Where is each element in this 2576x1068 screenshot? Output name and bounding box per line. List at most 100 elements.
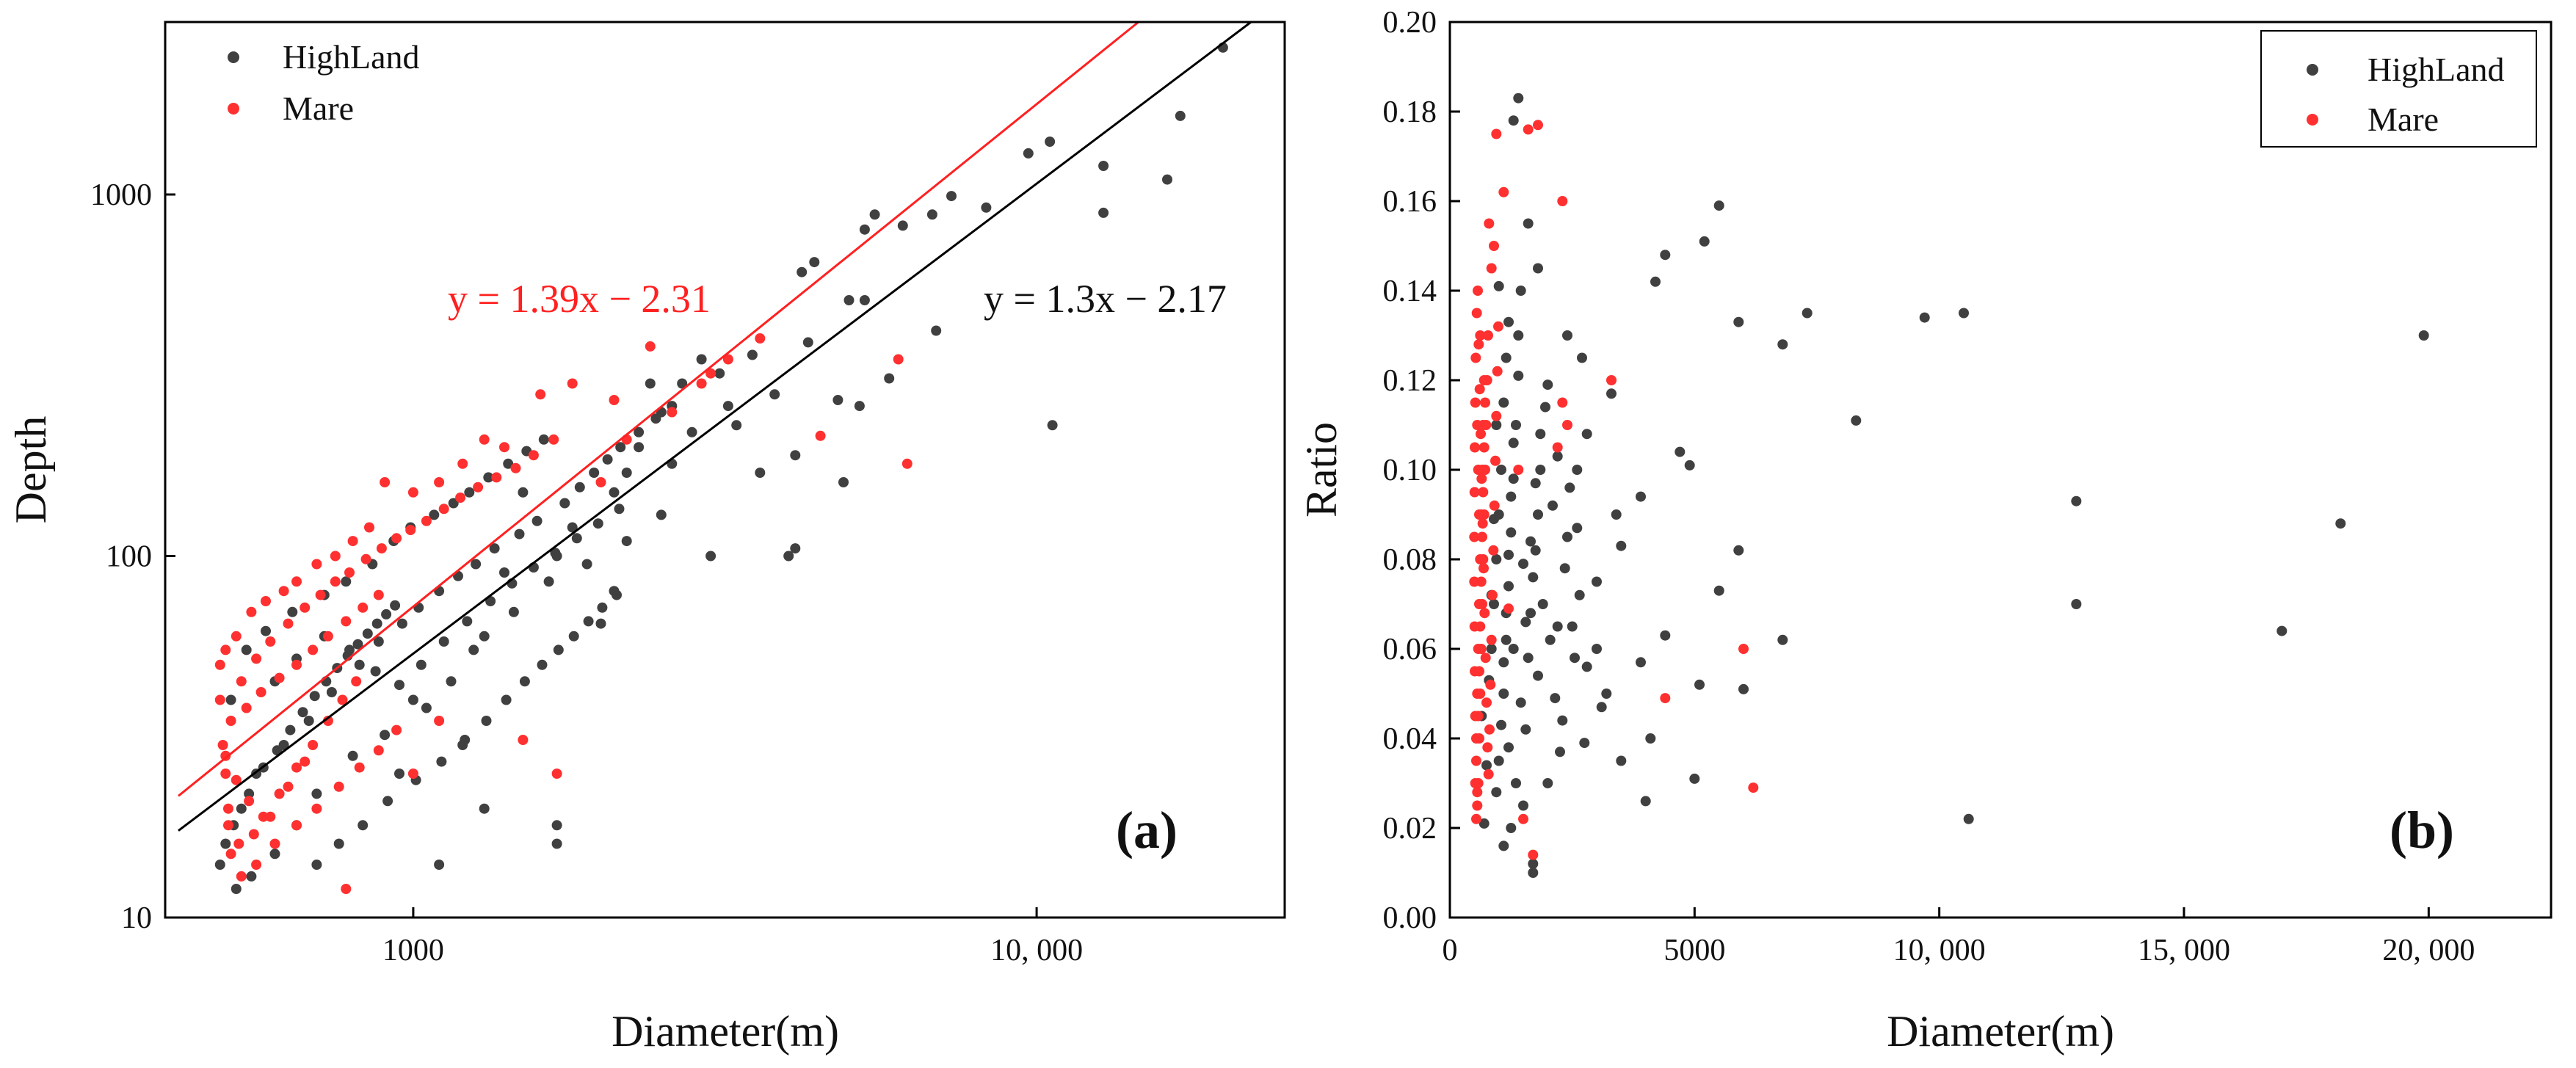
point-mare (491, 472, 502, 483)
y-tick-label: 0.02 (1383, 812, 1437, 846)
panel-b-legend-box (2260, 30, 2537, 148)
point-mare (1486, 263, 1497, 274)
point-highland (390, 600, 401, 611)
point-mare (1523, 124, 1534, 135)
point-highland (1503, 549, 1514, 560)
point-mare (1472, 787, 1483, 798)
point-highland (1601, 689, 1612, 699)
point-mare (283, 618, 294, 629)
point-highland (236, 803, 247, 814)
y-tick-label: 0.20 (1383, 6, 1437, 40)
point-mare (1469, 487, 1480, 498)
point-highland (1535, 465, 1546, 475)
point-mare (1477, 518, 1488, 529)
point-highland (1162, 174, 1172, 185)
point-highland (1489, 599, 1499, 609)
point-highland (1503, 316, 1514, 327)
point-mare (1487, 589, 1498, 600)
point-highland (354, 659, 365, 670)
point-highland (551, 820, 562, 831)
point-highland (1023, 148, 1034, 159)
point-highland (1523, 218, 1534, 229)
point-mare (499, 442, 509, 453)
point-highland (1611, 509, 1622, 520)
point-highland (559, 498, 570, 509)
point-mare (291, 820, 302, 831)
point-highland (416, 659, 427, 670)
point-highland (1684, 459, 1695, 471)
point-highland (499, 567, 509, 578)
point-highland (567, 522, 578, 533)
point-highland (241, 644, 252, 655)
point-mare (1498, 186, 1509, 197)
point-highland (1520, 617, 1531, 628)
point-highland (1606, 388, 1617, 399)
x-tick-label: 0 (1443, 934, 1458, 967)
point-highland (503, 458, 514, 469)
point-mare (214, 659, 225, 670)
point-highland (1045, 137, 1056, 147)
panel-a-label: (a) (1116, 801, 1178, 860)
point-highland (1513, 92, 1524, 103)
point-mare (1476, 473, 1487, 484)
point-mare (667, 407, 678, 418)
point-highland (634, 442, 645, 453)
point-highland (214, 860, 225, 870)
point-highland (481, 716, 492, 726)
point-mare (1557, 196, 1568, 206)
point-mare (755, 333, 766, 344)
point-highland (396, 618, 407, 629)
point-mare (1474, 599, 1484, 609)
point-highland (589, 468, 600, 478)
point-mare (233, 838, 244, 849)
point-highland (394, 769, 404, 779)
point-highland (514, 528, 525, 540)
point-mare (1469, 531, 1480, 542)
y-tick-label: 0.18 (1383, 95, 1437, 129)
point-highland (1557, 715, 1568, 726)
point-highland (1493, 755, 1504, 766)
point-highland (809, 257, 820, 268)
point-highland (1963, 813, 1974, 824)
y-tick-label: 1000 (90, 178, 152, 212)
point-highland (333, 838, 344, 849)
legend-highland-marker (2307, 64, 2318, 76)
point-highland (1513, 370, 1524, 381)
point-highland (1959, 308, 1969, 319)
point-highland (1520, 724, 1531, 735)
point-highland (1493, 280, 1504, 291)
point-mare (269, 838, 280, 849)
point-mare (373, 745, 384, 756)
point-mare (291, 576, 302, 587)
panel-b-y-ticks: 0.00 0.02 0.04 0.06 0.08 0.10 0.12 0.14 0.16 0.18… (1383, 6, 1460, 935)
point-mare (1471, 755, 1481, 766)
point-highland (479, 803, 490, 814)
point-highland (2335, 518, 2346, 529)
point-highland (1528, 868, 1539, 878)
point-highland (479, 631, 490, 642)
point-highland (931, 325, 942, 336)
point-mare (548, 434, 559, 445)
fit-line-highland (178, 21, 1252, 832)
point-mare (1557, 397, 1568, 408)
point-highland (1511, 778, 1521, 788)
point-highland (595, 618, 606, 629)
point-mare (1606, 375, 1617, 385)
point-highland (1640, 796, 1651, 807)
point-highland (1562, 330, 1572, 341)
point-highland (1542, 778, 1553, 788)
point-mare (344, 567, 355, 578)
point-mare (1485, 679, 1496, 690)
point-highland (1636, 657, 1646, 668)
point-mare (528, 450, 539, 461)
point-highland (344, 644, 355, 655)
point-highland (645, 378, 656, 389)
point-mare (376, 543, 387, 554)
highland-fit-equation: y = 1.3x − 2.17 (984, 277, 1227, 321)
point-mare (421, 515, 432, 526)
point-highland (1047, 420, 1058, 431)
point-mare (217, 740, 228, 750)
point-mare (407, 487, 418, 498)
point-mare (1492, 366, 1503, 377)
